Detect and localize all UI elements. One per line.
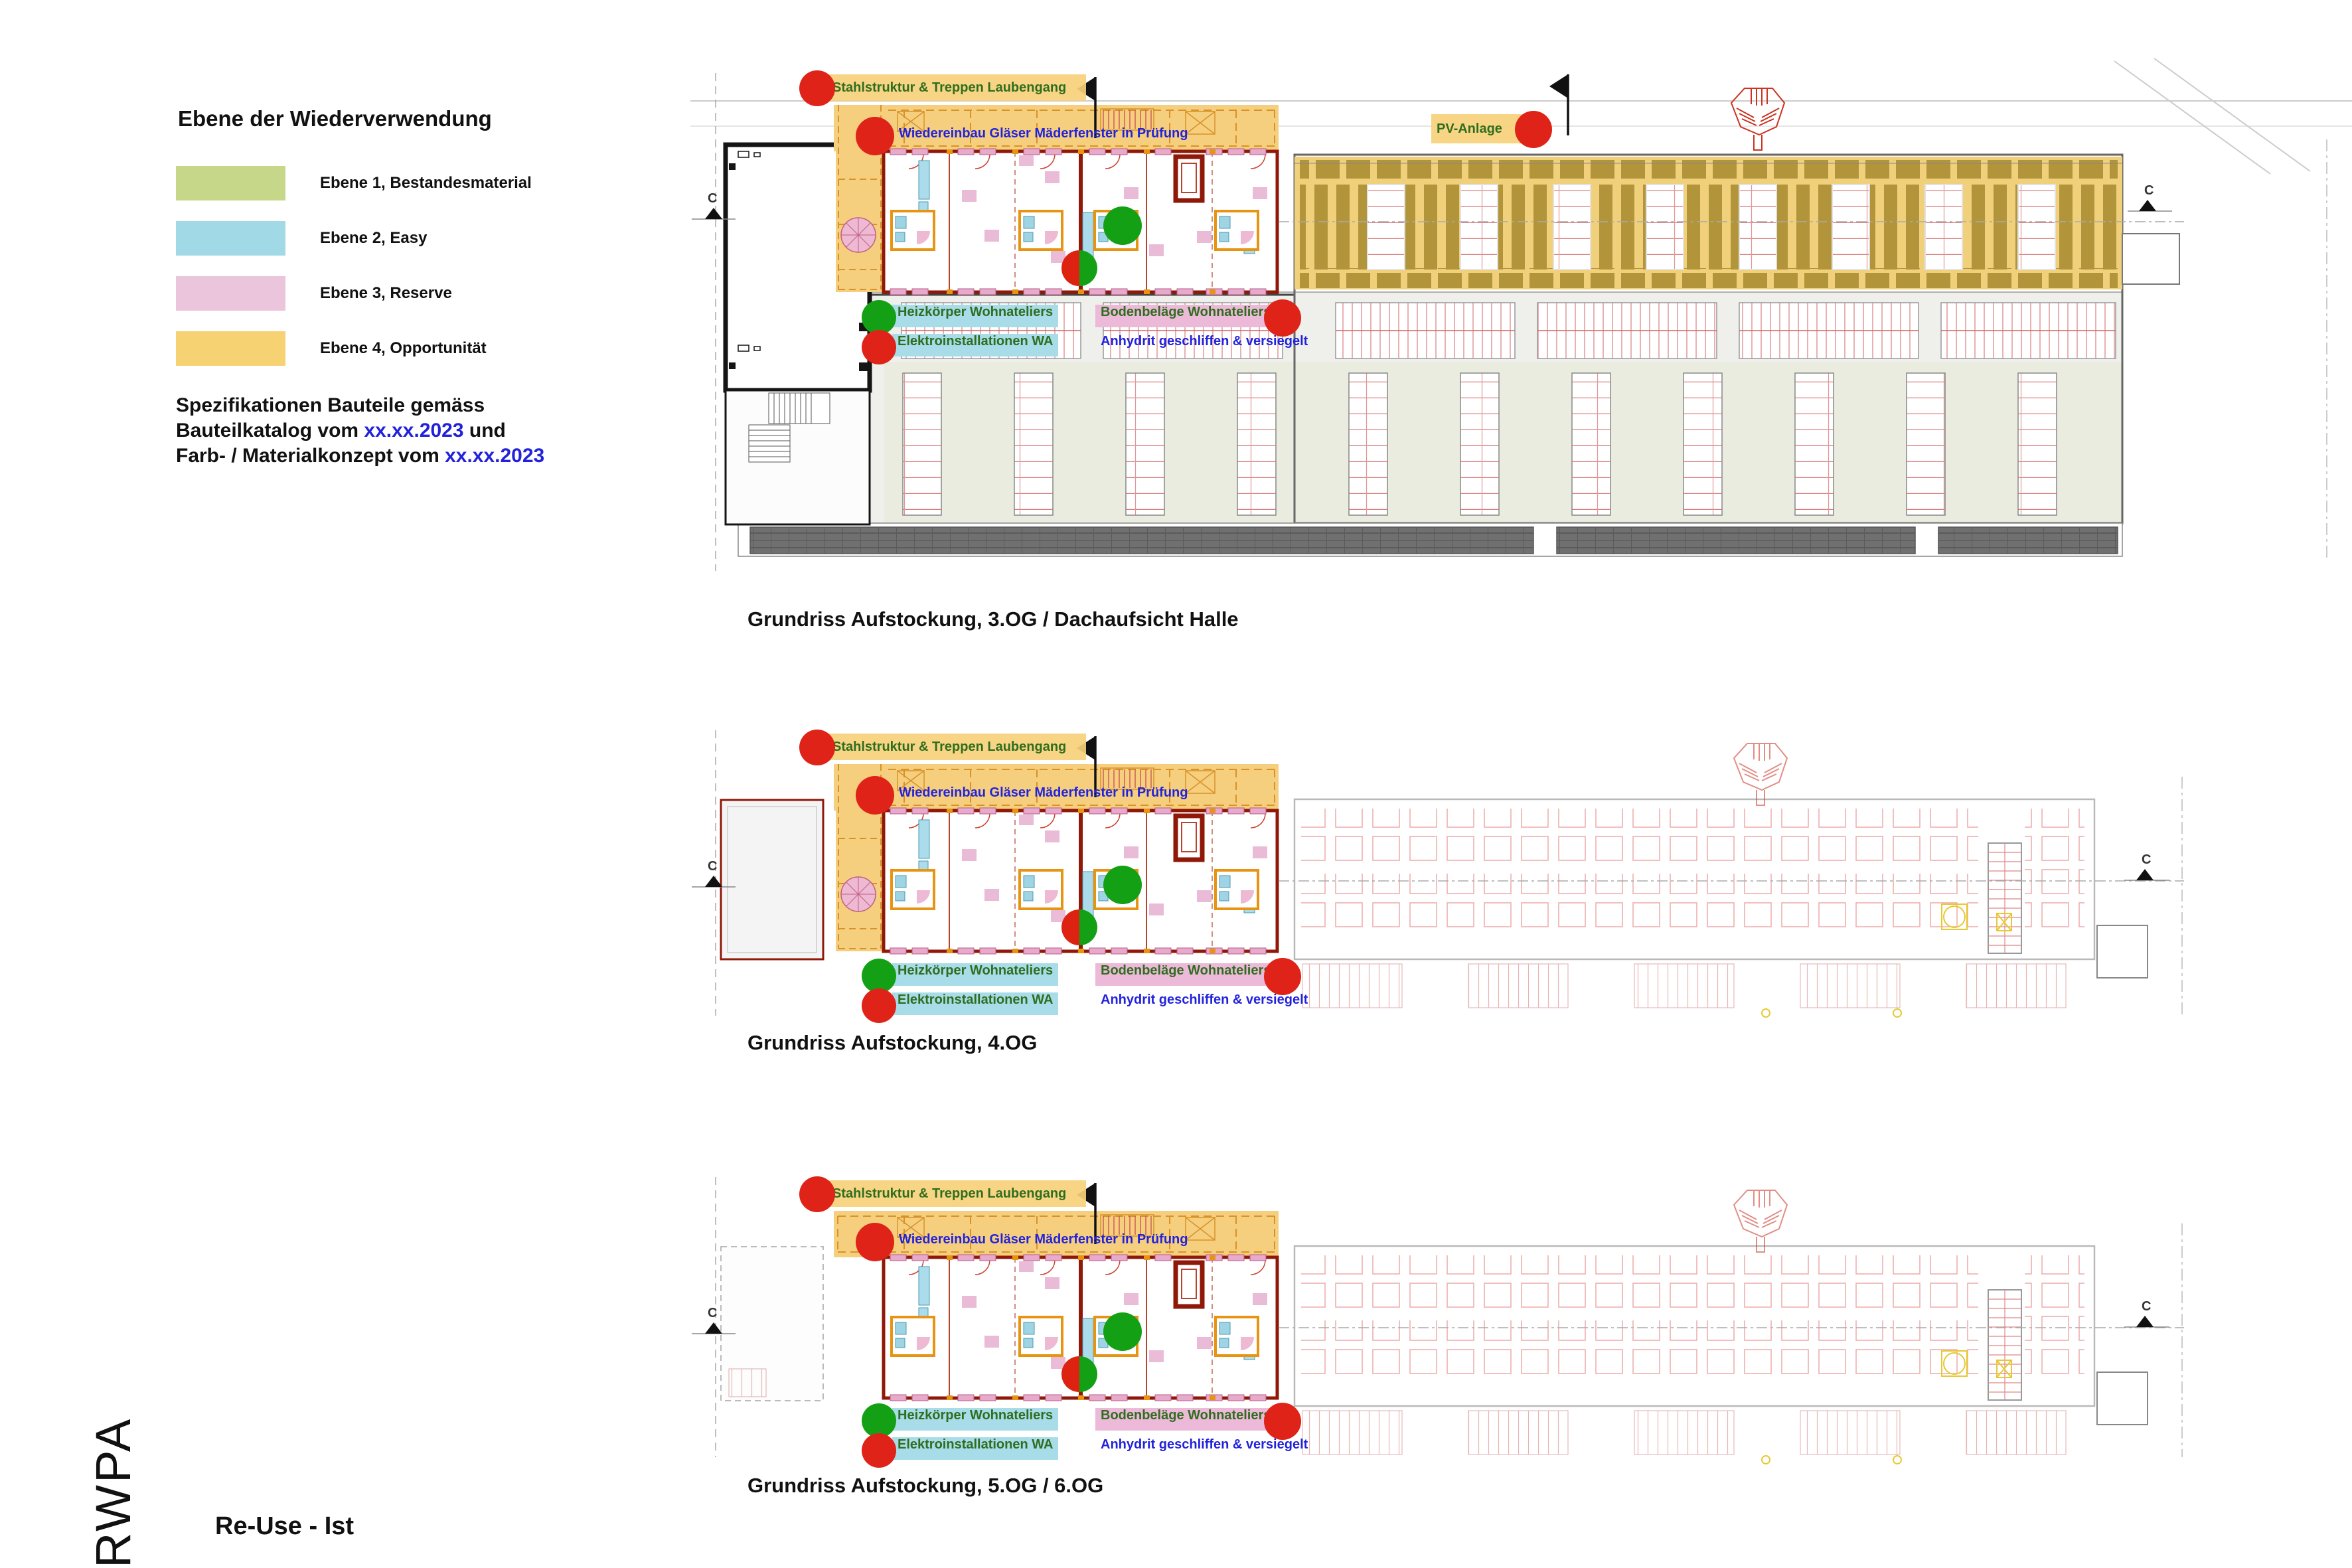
label-stahlstruktur: Stahlstruktur & Treppen Laubengang (827, 74, 1086, 101)
label-wiedereinbau: Wiedereinbau Gläser Mäderfenster in Prüf… (899, 126, 1188, 141)
legend-label-ebene2: Ebene 2, Easy (320, 229, 428, 247)
label-elektro: Elektroinstallationen WA (892, 334, 1059, 356)
label-heizkoerper: Heizkörper Wohnateliers (892, 305, 1059, 327)
label-anhydrit: Anhydrit geschliffen & versiegelt (1101, 1437, 1308, 1452)
status-dot-red (1264, 1403, 1301, 1440)
section-marker-c: C (2142, 852, 2152, 867)
legend-swatch-ebene1 (176, 166, 285, 200)
status-dot-red (1264, 299, 1301, 337)
legend-label-ebene4: Ebene 4, Opportunität (320, 339, 487, 357)
label-anhydrit: Anhydrit geschliffen & versiegelt (1101, 334, 1308, 349)
label-elektro: Elektroinstallationen WA (892, 992, 1059, 1015)
status-dot-red (1515, 111, 1552, 148)
floorplan-3og-drawing (690, 58, 2352, 571)
status-dot-red (1264, 958, 1301, 995)
section-marker-c: C (708, 191, 718, 206)
legend-label-ebene3: Ebene 3, Reserve (320, 284, 452, 302)
label-heizkoerper: Heizkörper Wohnateliers (892, 963, 1059, 986)
floorplan-5og-6og-drawing (692, 1177, 2184, 1465)
label-bodenbelaege: Bodenbeläge Wohnateliers (1095, 305, 1277, 327)
caption-3og: Grundriss Aufstockung, 3.OG / Dachaufsic… (747, 607, 1239, 631)
status-dot-green (862, 300, 896, 335)
spec-note-line1: Spezifikationen Bauteile gemäss (176, 394, 485, 416)
status-dot-green (862, 959, 896, 993)
section-marker-c: C (708, 859, 718, 874)
status-dot-red (862, 988, 896, 1023)
project-variant-label: Re-Use - Ist (215, 1512, 354, 1540)
status-dot-green (862, 1403, 896, 1438)
legend-label-ebene1: Ebene 1, Bestandesmaterial (320, 174, 532, 192)
bauteilkatalog-date: xx.xx.2023 (364, 420, 464, 441)
section-marker-c: C (2144, 183, 2154, 198)
label-wiedereinbau: Wiedereinbau Gläser Mäderfenster in Prüf… (899, 1232, 1188, 1247)
materialkonzept-date: xx.xx.2023 (445, 445, 545, 467)
status-dot-red (856, 1223, 894, 1261)
legend-swatch-ebene2 (176, 221, 285, 256)
floorplan-4og-drawing (692, 730, 2184, 1018)
status-dot-red (799, 1176, 835, 1212)
caption-5og-6og: Grundriss Aufstockung, 5.OG / 6.OG (747, 1474, 1104, 1497)
label-stahlstruktur: Stahlstruktur & Treppen Laubengang (827, 1180, 1086, 1207)
status-dot-red (799, 730, 835, 765)
label-wiedereinbau: Wiedereinbau Gläser Mäderfenster in Prüf… (899, 785, 1188, 800)
label-bodenbelaege: Bodenbeläge Wohnateliers (1095, 963, 1277, 986)
status-dot-red (856, 776, 894, 815)
status-dot-red (799, 70, 835, 106)
status-dot-red (856, 117, 894, 155)
office-logo: RWPA (86, 1417, 141, 1568)
label-elektro: Elektroinstallationen WA (892, 1437, 1059, 1460)
label-stahlstruktur: Stahlstruktur & Treppen Laubengang (827, 734, 1086, 760)
section-marker-c: C (708, 1306, 718, 1320)
status-dot-red (862, 330, 896, 364)
label-bodenbelaege: Bodenbeläge Wohnateliers (1095, 1408, 1277, 1431)
label-pv-anlage: PV-Anlage (1431, 114, 1528, 143)
legend-swatch-ebene3 (176, 276, 285, 311)
legend-swatch-ebene4 (176, 331, 285, 366)
caption-4og: Grundriss Aufstockung, 4.OG (747, 1031, 1038, 1054)
section-marker-c: C (2142, 1299, 2152, 1314)
label-heizkoerper: Heizkörper Wohnateliers (892, 1408, 1059, 1431)
status-dot-red (862, 1433, 896, 1468)
spec-note: Spezifikationen Bauteile gemäss Bauteilk… (176, 394, 545, 467)
label-anhydrit: Anhydrit geschliffen & versiegelt (1101, 992, 1308, 1007)
legend-title: Ebene der Wiederverwendung (178, 106, 492, 131)
